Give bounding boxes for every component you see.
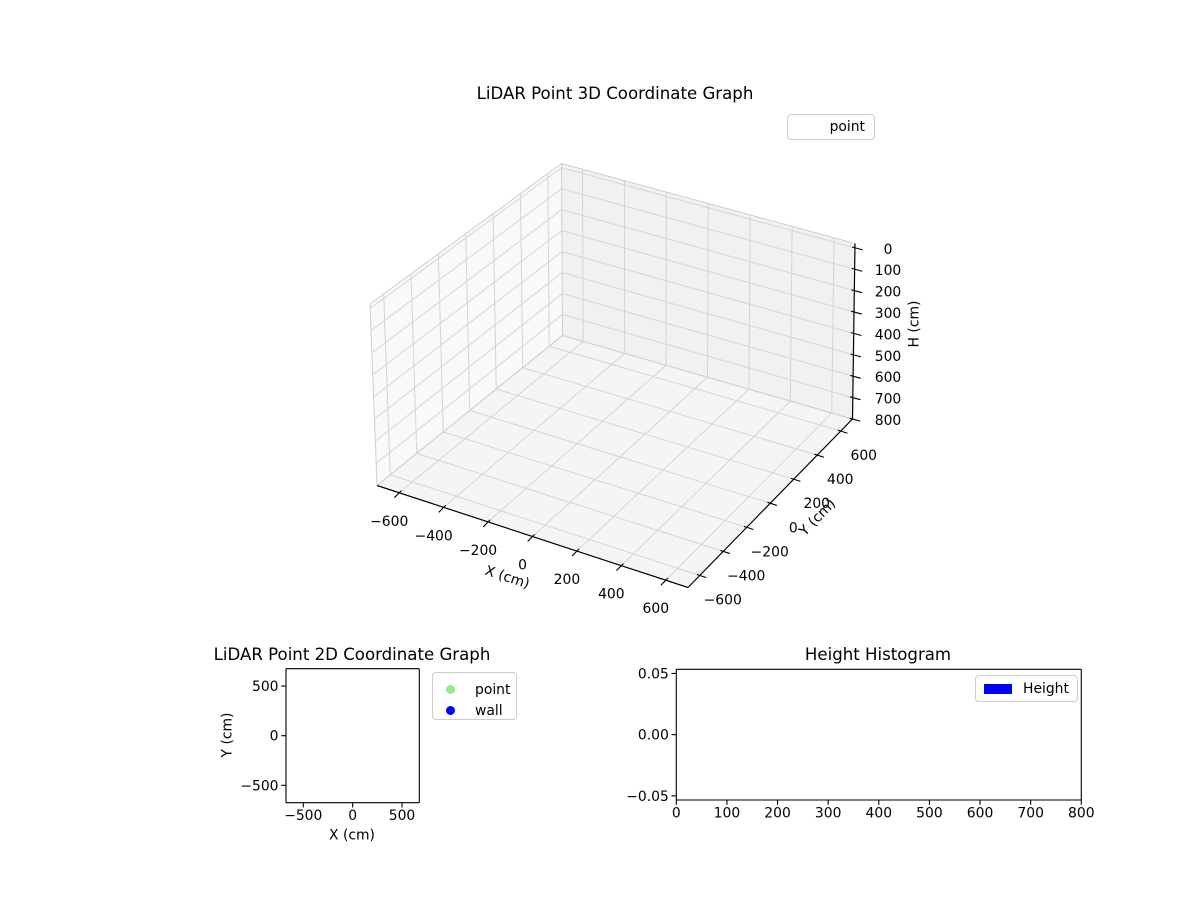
plot3d-zaxis-label: H (cm) [906,300,923,348]
svg-text:−600: −600 [704,592,742,608]
histogram-tick-labels: 0 100 200 300 400 500 600 700 800 0.05 0.00 −0.05 [626,666,1094,821]
plot3d-grid [369,167,856,581]
svg-text:0.00: 0.00 [638,728,669,744]
svg-text:200: 200 [554,572,581,588]
plot2d-ticks [281,685,403,808]
histogram-legend-label-height: Height [1023,680,1069,697]
svg-text:300: 300 [875,306,902,322]
plot2d-yaxis-label: Y (cm) [219,712,236,758]
svg-text:500: 500 [875,349,902,365]
svg-text:−400: −400 [415,528,453,544]
svg-text:0: 0 [672,806,681,822]
svg-text:−0.05: −0.05 [626,789,669,805]
svg-text:−200: −200 [751,544,789,560]
histogram: 0 100 200 300 400 500 600 700 800 0.05 0.00 −0.05 [626,666,1094,821]
svg-text:200: 200 [875,285,902,301]
height-swatch-icon [984,683,1012,694]
plot2d-legend-label-wall: wall [475,702,503,719]
svg-text:500: 500 [389,808,416,824]
plot2d-legend: point wall [432,672,517,720]
svg-text:−600: −600 [370,514,408,530]
svg-text:0: 0 [270,729,279,745]
plot2d-legend-label-point: point [475,681,511,698]
svg-text:400: 400 [598,587,625,603]
plot2d-title: LiDAR Point 2D Coordinate Graph [213,645,491,664]
plot2d-tick-labels: −500 0 500 500 0 −500 [240,679,415,824]
plot2d-spines [285,668,420,804]
legend-row-point: point [446,679,516,700]
svg-text:700: 700 [875,392,902,408]
svg-text:0: 0 [348,808,357,824]
svg-text:200: 200 [764,806,791,822]
svg-text:−200: −200 [459,543,497,559]
plot3d: −600−400−2000200400600−600−400−200020040… [369,163,901,617]
point-marker-icon [446,685,455,694]
plot3d-pane-edges [369,163,856,486]
plot3d-ticks [393,246,863,586]
svg-text:300: 300 [815,806,842,822]
svg-text:800: 800 [1068,806,1095,822]
svg-text:800: 800 [875,413,902,429]
histogram-legend: Height [975,675,1078,702]
svg-text:500: 500 [916,806,943,822]
plot3d-title: LiDAR Point 3D Coordinate Graph [476,84,754,103]
plot3d-legend-label-point: point [829,119,865,135]
svg-text:600: 600 [850,448,877,464]
svg-text:600: 600 [875,370,902,386]
svg-text:500: 500 [252,679,279,695]
plot3d-legend: point [787,114,875,140]
svg-text:0: 0 [884,242,893,258]
histogram-title: Height Histogram [804,645,952,664]
svg-text:400: 400 [827,472,854,488]
svg-text:200: 200 [803,496,830,512]
svg-text:−500: −500 [240,778,278,794]
svg-text:−500: −500 [284,808,322,824]
svg-text:100: 100 [875,263,902,279]
svg-text:0: 0 [518,558,527,574]
svg-text:−400: −400 [727,568,765,584]
svg-text:100: 100 [714,806,741,822]
svg-text:600: 600 [967,806,994,822]
svg-text:400: 400 [875,327,902,343]
plot3d-tick-labels: −600−400−2000200400600−600−400−200020040… [370,242,901,617]
plot3d-panes [370,163,855,588]
svg-text:0.05: 0.05 [638,666,669,682]
svg-text:0: 0 [789,520,798,536]
plot2d-xaxis-label: X (cm) [329,827,375,844]
plot2d: −500 0 500 500 0 −500 [240,668,420,824]
histogram-ticks [671,672,1082,805]
svg-text:600: 600 [643,601,670,617]
wall-marker-icon [446,706,455,715]
legend-row-wall: wall [446,700,516,721]
svg-text:700: 700 [1017,806,1044,822]
svg-text:400: 400 [866,806,893,822]
